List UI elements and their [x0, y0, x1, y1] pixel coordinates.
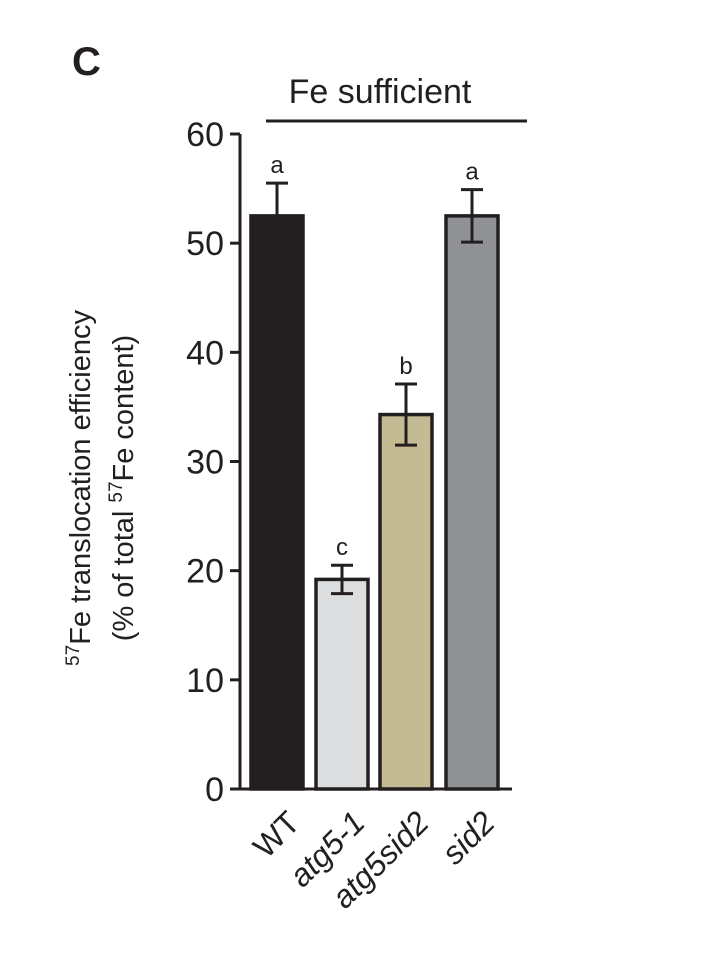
bar-atg5sid2 — [378, 412, 434, 791]
y-axis-title-text1: Fe translocation efficiency — [65, 310, 97, 645]
bar-WT — [249, 214, 305, 791]
y-tick-label: 10 — [186, 662, 224, 700]
error-bars-group — [266, 181, 483, 596]
y-axis-title-post2: Fe content) — [108, 335, 140, 482]
significance-letter: b — [399, 353, 412, 380]
y-tick-label: 20 — [186, 553, 224, 591]
y-axis-title-sup1: 57 — [63, 645, 84, 666]
significance-letter: a — [270, 152, 284, 179]
y-axis-title: 57Fe translocation efficiency (% of tota… — [63, 310, 140, 666]
significance-letters-group: a c b a — [270, 152, 479, 561]
x-tick-label: sid2 — [435, 804, 502, 871]
y-tick-label: 0 — [205, 771, 224, 809]
y-tick-label: 60 — [186, 116, 224, 154]
y-axis-title-line1: 57Fe translocation efficiency — [63, 310, 97, 666]
panel-label: C — [72, 40, 101, 84]
y-tick-label: 30 — [186, 444, 224, 482]
y-tick-label: 40 — [186, 334, 224, 372]
bar-sid2 — [444, 214, 500, 791]
bars-group — [249, 214, 500, 791]
y-axis-title-pre2: (% of total — [108, 503, 140, 642]
significance-letter: c — [336, 534, 348, 561]
y-axis: 0 10 20 30 40 50 60 — [186, 116, 242, 809]
condition-label: Fe sufficient — [289, 73, 472, 111]
y-axis-title-sup2: 57 — [106, 481, 127, 502]
condition-header: Fe sufficient — [266, 73, 527, 123]
y-axis-title-line2: (% of total 57Fe content) — [106, 335, 140, 641]
y-tick-label: 50 — [186, 225, 224, 263]
bar-atg5-1 — [314, 577, 370, 791]
significance-letter: a — [465, 159, 479, 186]
